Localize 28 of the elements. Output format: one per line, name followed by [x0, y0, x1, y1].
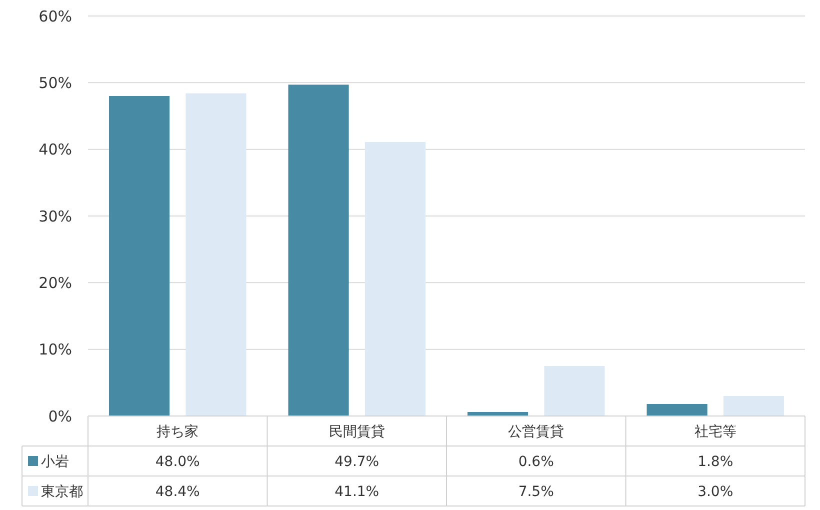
bar [364, 142, 426, 416]
y-tick-label: 40% [38, 140, 72, 159]
data-label: 48.4% [155, 484, 200, 500]
data-label: 0.6% [518, 454, 554, 470]
bar [646, 404, 708, 416]
data-label: 49.7% [334, 454, 380, 470]
legend-label: 小岩 [41, 454, 69, 470]
data-label: 7.5% [518, 484, 554, 500]
x-tick-label: 持ち家 [156, 424, 199, 440]
data-label: 41.1% [334, 484, 380, 500]
legend-label: 東京都 [41, 484, 83, 500]
bar [544, 366, 605, 416]
y-tick-label: 10% [38, 340, 72, 359]
x-tick-label: 公営賃貸 [508, 424, 564, 440]
y-tick-label: 30% [38, 207, 72, 226]
y-tick-label: 60% [38, 7, 72, 26]
bar [109, 96, 170, 416]
bar [288, 84, 349, 416]
bar [186, 93, 246, 416]
y-tick-label: 0% [48, 407, 72, 426]
data-label: 1.8% [698, 454, 734, 470]
bar [723, 396, 784, 416]
data-label: 3.0% [698, 484, 734, 500]
x-tick-label: 社宅等 [694, 424, 736, 440]
y-tick-label: 20% [38, 274, 72, 292]
x-tick-label: 民間賃貸 [328, 424, 385, 440]
data-label: 48.0% [155, 454, 200, 470]
y-tick-label: 50% [38, 74, 72, 92]
